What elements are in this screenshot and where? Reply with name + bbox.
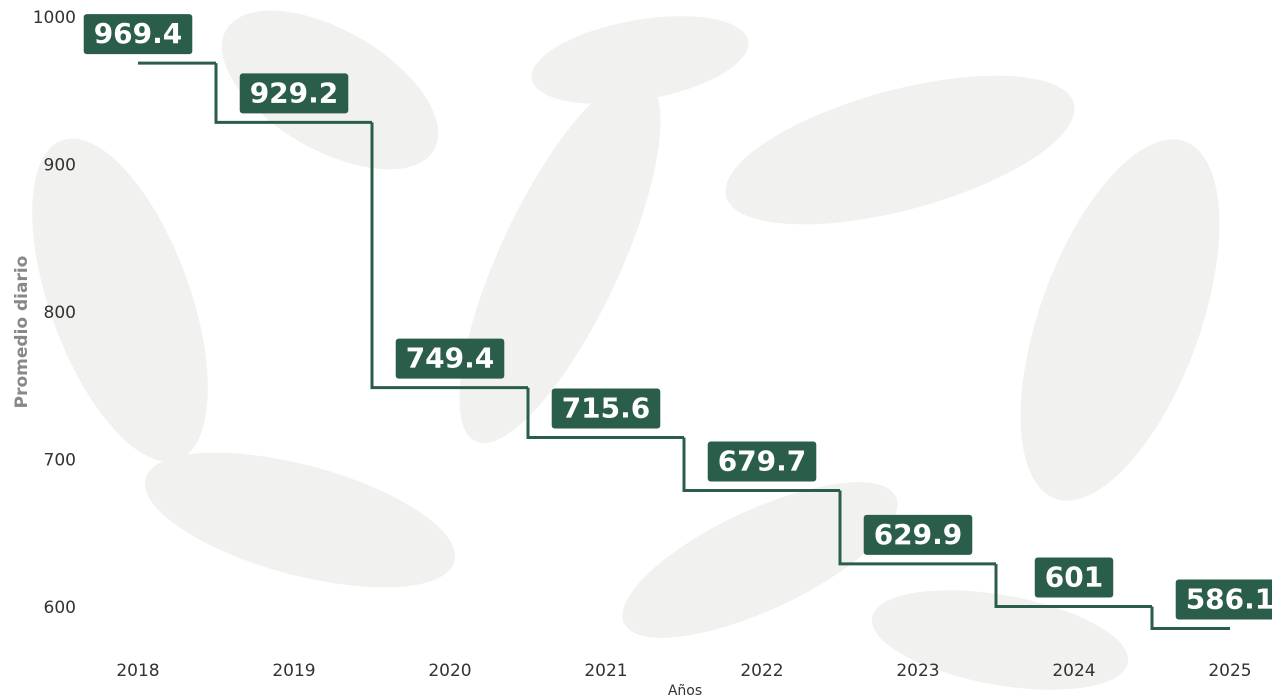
value-label: 679.7 — [718, 444, 807, 477]
y-tick-label: 600 — [44, 598, 76, 618]
y-tick-label: 900 — [44, 156, 76, 176]
value-label: 629.9 — [874, 518, 963, 551]
x-tick-label: 2020 — [428, 661, 471, 681]
x-tick-label: 2019 — [272, 661, 315, 681]
y-tick-label: 1000 — [33, 8, 76, 28]
chart: Promedio diario Años 600 700 800 900 1000 201… — [0, 0, 1272, 699]
x-axis-title: Años — [668, 683, 702, 699]
y-tick-label: 700 — [44, 451, 76, 471]
page: {"chart_data": {"type": "step", "y_label… — [0, 0, 1272, 699]
value-label: 969.4 — [94, 17, 183, 50]
x-tick-label: 2018 — [116, 661, 159, 681]
x-tick-label: 2021 — [584, 661, 627, 681]
value-label: 586.1 — [1186, 583, 1272, 616]
x-tick-label: 2022 — [740, 661, 783, 681]
value-label: 715.6 — [562, 392, 651, 425]
x-tick-label: 2025 — [1208, 661, 1251, 681]
y-tick-label: 800 — [44, 303, 76, 323]
value-label: 929.2 — [250, 76, 339, 109]
x-tick-label: 2024 — [1052, 661, 1095, 681]
value-label: 601 — [1045, 561, 1103, 594]
y-axis-title: Promedio diario — [12, 256, 32, 409]
x-tick-label: 2023 — [896, 661, 939, 681]
value-label: 749.4 — [406, 342, 495, 375]
